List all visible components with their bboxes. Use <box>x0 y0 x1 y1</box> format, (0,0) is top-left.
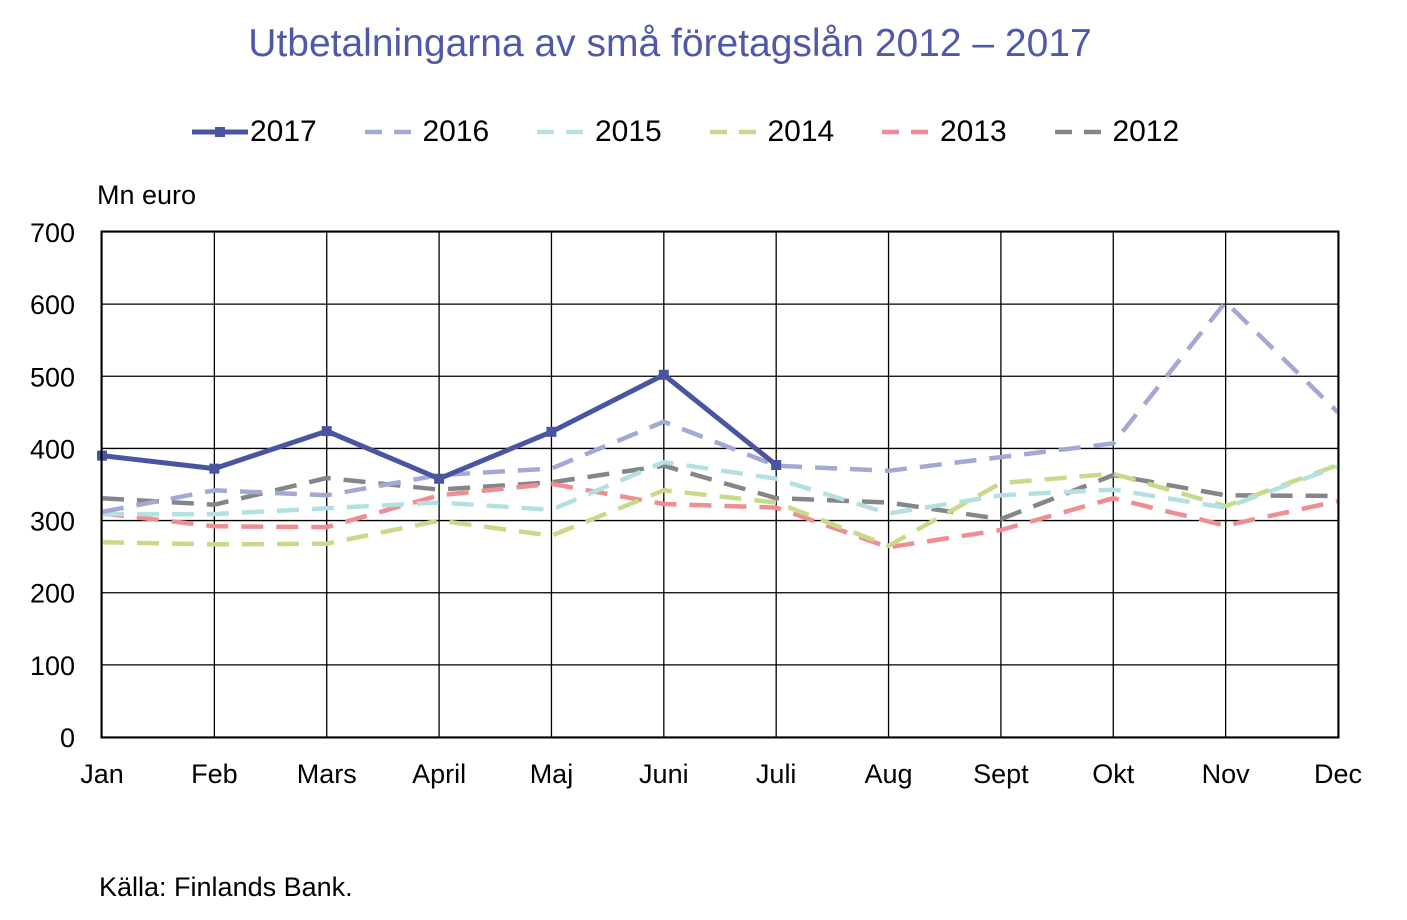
legend-label: 2015 <box>595 115 662 148</box>
x-tick-label: Juni <box>639 759 689 789</box>
y-tick-label: 500 <box>30 362 75 392</box>
y-tick-label: 0 <box>60 723 75 753</box>
x-tick-label: Juli <box>756 759 797 789</box>
chart-title: Utbetalningarna av små företagslån 2012 … <box>248 22 1092 65</box>
x-tick-label: Okt <box>1092 759 1135 789</box>
series-line-2014 <box>101 462 1339 549</box>
data-point-2017 <box>658 369 669 380</box>
legend-item-2017: 2017 <box>192 110 317 154</box>
legend-item-2015: 2015 <box>537 110 662 154</box>
legend-label: 2013 <box>940 115 1007 148</box>
legend-item-2013: 2013 <box>882 110 1007 154</box>
y-tick-label: 200 <box>30 579 75 609</box>
x-tick-label: Jan <box>80 759 124 789</box>
source-note: Källa: Finlands Bank. <box>99 872 353 902</box>
legend-swatch-2015 <box>537 129 593 135</box>
data-point-2017 <box>321 426 332 437</box>
legend-swatch-2013 <box>882 129 938 135</box>
x-tick-label: Mars <box>297 759 357 789</box>
x-tick-label: Aug <box>865 759 913 789</box>
x-tick-label: Dec <box>1314 759 1362 789</box>
legend-swatch-2014 <box>709 129 766 135</box>
y-tick-label: 400 <box>30 434 75 464</box>
y-tick-label: 100 <box>30 651 75 681</box>
legend-label: 2012 <box>1112 115 1180 148</box>
chart-legend: 2017 2016 2015 2014 2013 2012 <box>0 110 1407 154</box>
line-chart: 0 100 200 300 400 500 600 700 Jan Feb Mars April Ma… <box>30 218 1362 789</box>
y-tick-label: 300 <box>30 507 75 537</box>
legend-item-2012: 2012 <box>1054 110 1180 154</box>
x-tick-label: Sept <box>973 759 1029 789</box>
data-point-2017 <box>209 463 220 474</box>
x-tick-label: April <box>412 759 466 789</box>
x-tick-label: Feb <box>191 759 238 789</box>
y-tick-labels: 0 100 200 300 400 500 600 700 <box>30 218 75 753</box>
x-tick-labels: Jan Feb Mars April Maj Juni Juli Aug Sept Okt Nov D… <box>80 759 1362 789</box>
data-point-2017 <box>546 426 557 437</box>
series-line-2016 <box>101 299 1340 515</box>
series-line-2013 <box>101 481 1339 550</box>
y-tick-label: 700 <box>30 218 75 248</box>
y-axis-label: Mn euro <box>97 180 197 210</box>
legend-label: 2014 <box>767 115 835 148</box>
legend-label: 2016 <box>422 115 490 148</box>
legend-swatch-2017 <box>192 127 248 137</box>
x-tick-label: Nov <box>1202 759 1251 789</box>
data-point-2017 <box>771 460 782 471</box>
x-tick-label: Maj <box>530 759 574 789</box>
series-lines <box>97 299 1340 550</box>
legend-swatch-2016 <box>364 129 421 135</box>
data-point-2017 <box>434 473 445 484</box>
legend-swatch-2012 <box>1054 129 1111 135</box>
legend-item-2014: 2014 <box>709 110 835 154</box>
legend-label: 2017 <box>250 115 317 148</box>
y-tick-label: 600 <box>30 290 75 320</box>
legend-item-2016: 2016 <box>364 110 490 154</box>
plot-frame <box>100 230 1340 739</box>
